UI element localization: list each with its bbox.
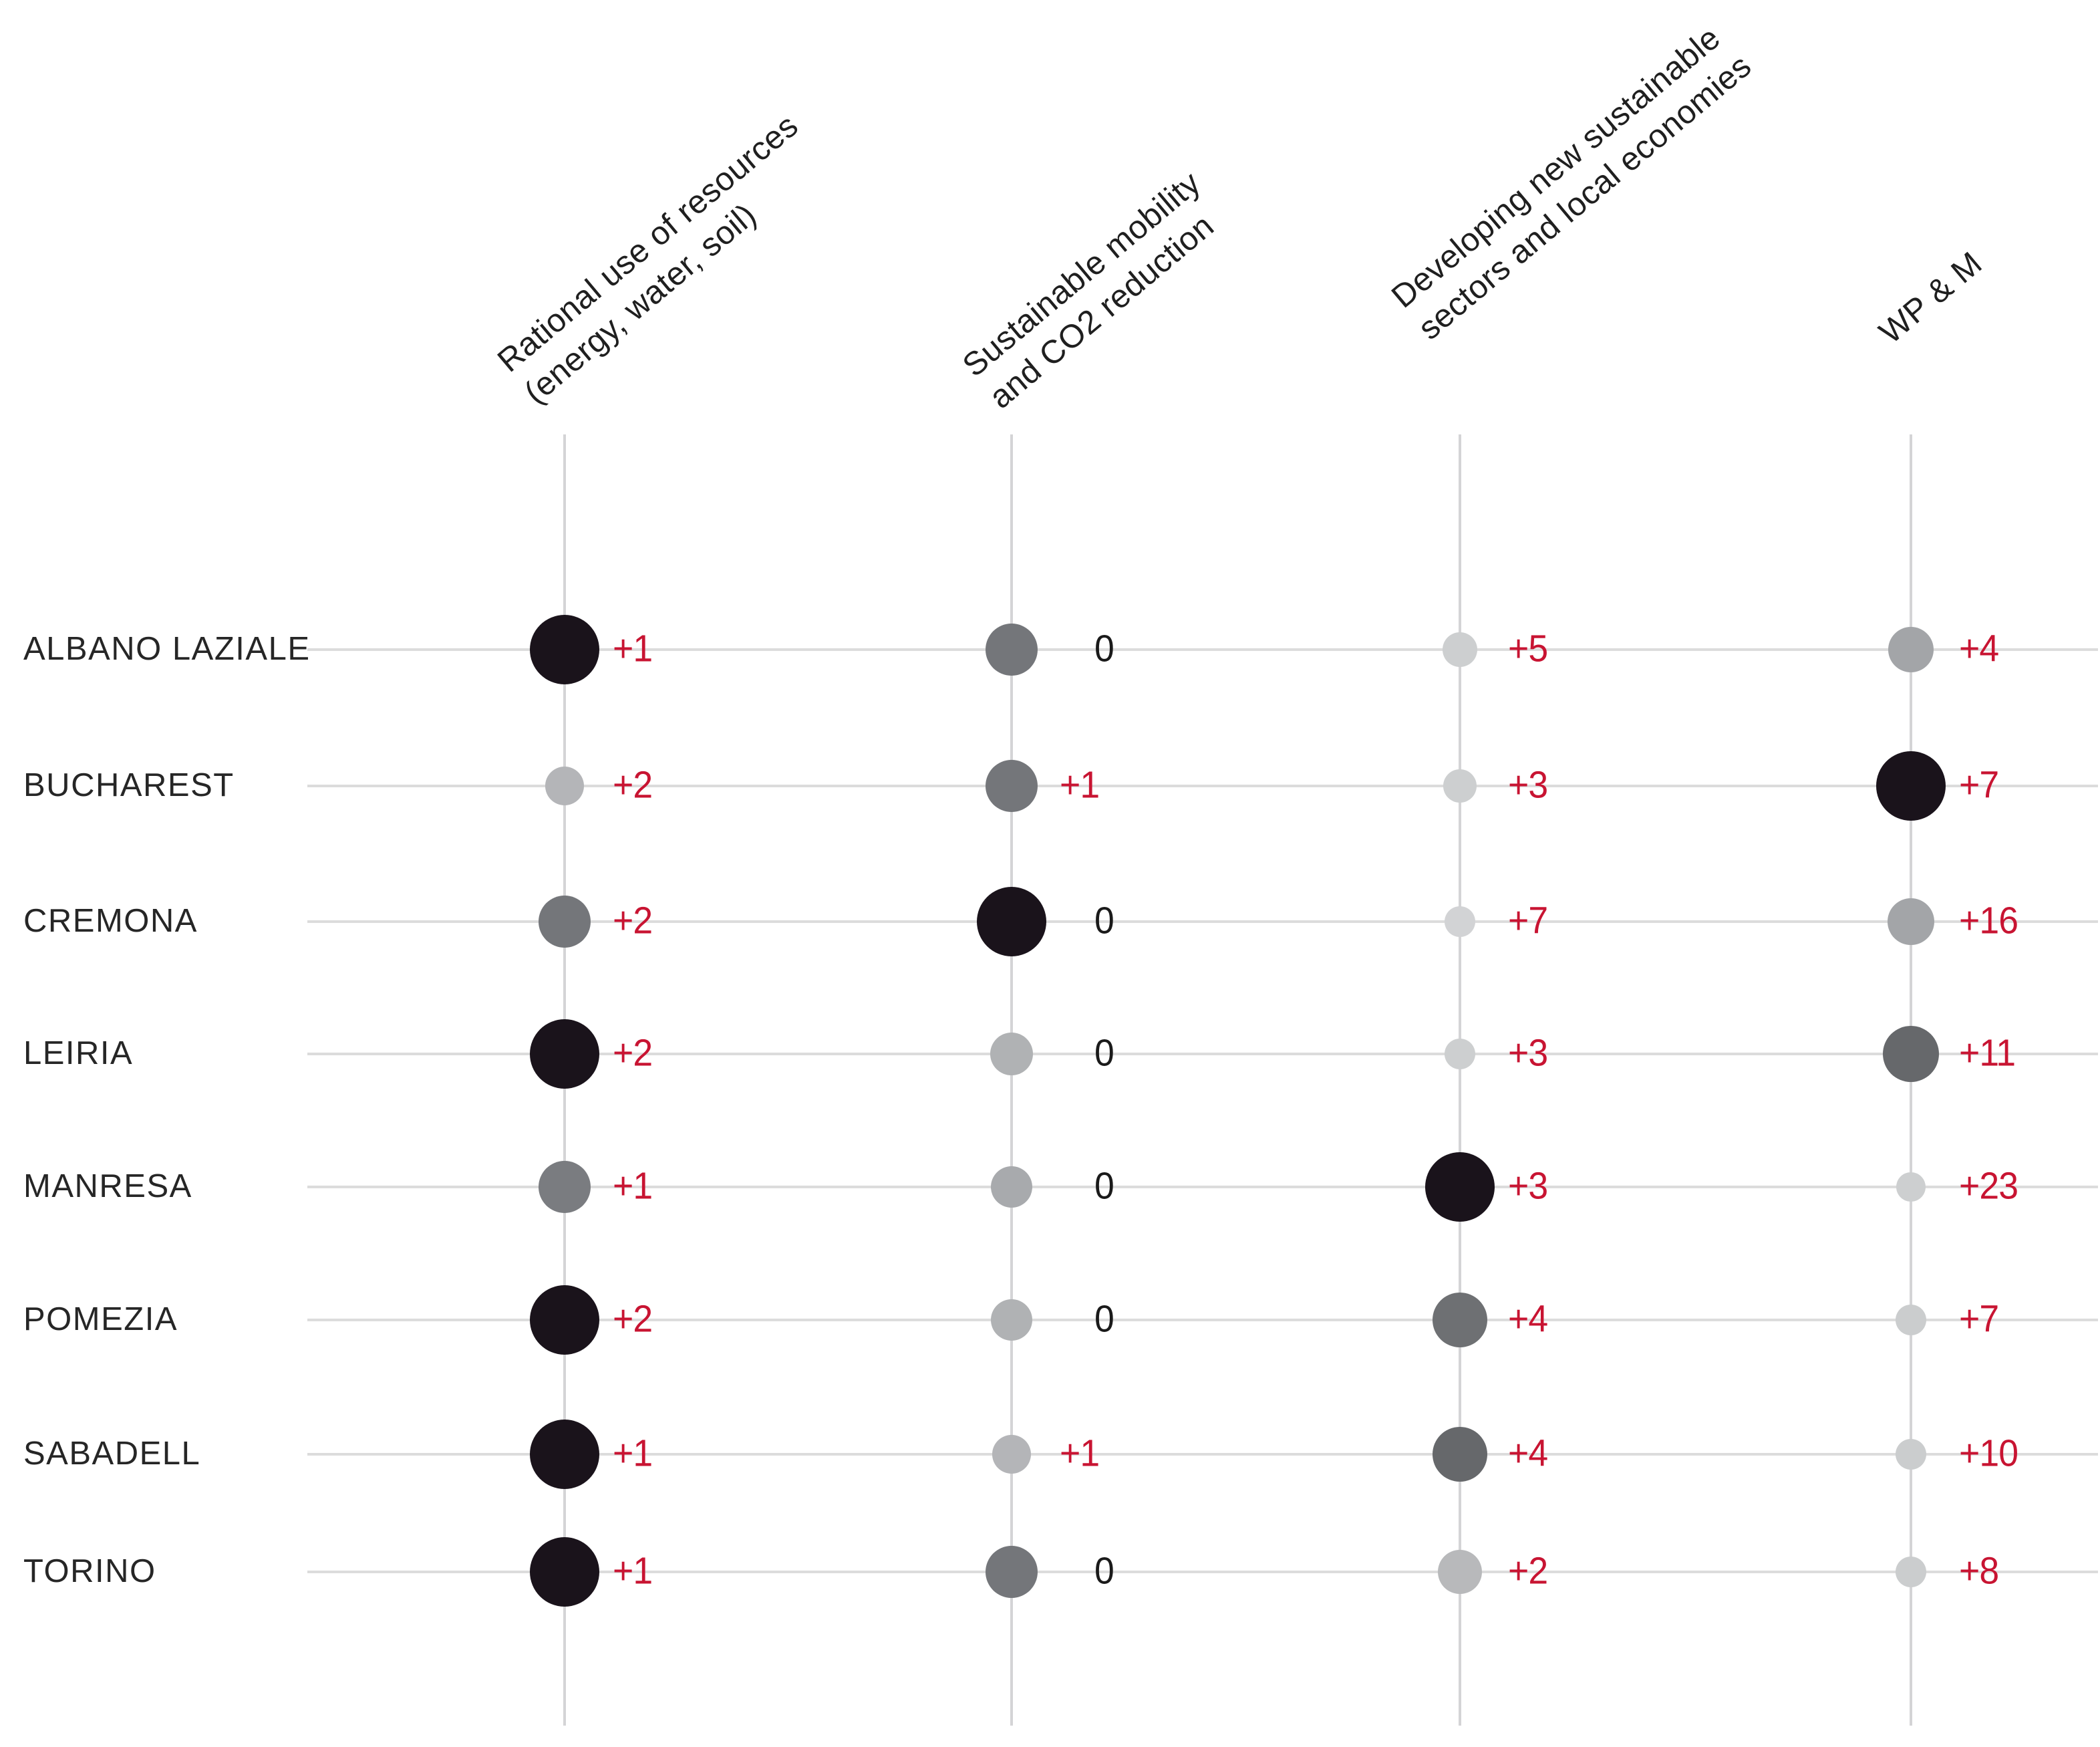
- data-dot: [530, 615, 599, 684]
- data-value-label: +4: [1508, 1297, 1548, 1341]
- row-label-city: CREMONA: [23, 902, 198, 939]
- data-value-label: 0: [1094, 1549, 1114, 1593]
- row-label-city: MANRESA: [23, 1168, 192, 1204]
- data-dot: [986, 1546, 1038, 1598]
- data-dot: [530, 1285, 599, 1355]
- data-value-label: +1: [613, 1432, 653, 1475]
- data-value-label: +1: [1060, 763, 1100, 807]
- column-gridline: [1010, 434, 1013, 1726]
- row-gridline: [307, 1186, 2098, 1188]
- data-value-label: +7: [1959, 763, 1999, 807]
- column-header-new-sustainable-sectors: Developing new sustainable sectors and lo…: [1383, 14, 1760, 349]
- data-dot: [530, 1019, 599, 1089]
- data-value-label: +1: [1060, 1432, 1100, 1475]
- data-value-label: +2: [1508, 1549, 1548, 1593]
- data-dot: [1445, 1039, 1475, 1069]
- data-value-label: +2: [613, 763, 653, 807]
- data-value-label: +2: [613, 899, 653, 942]
- data-dot: [539, 896, 591, 948]
- data-value-label: +1: [613, 1549, 653, 1593]
- data-value-label: +11: [1959, 1031, 2016, 1075]
- row-gridline: [307, 1571, 2098, 1573]
- data-dot: [1883, 1026, 1939, 1082]
- data-value-label: +7: [1508, 899, 1548, 942]
- data-value-label: +8: [1959, 1549, 1999, 1593]
- data-value-label: 0: [1094, 627, 1114, 670]
- data-dot: [991, 1299, 1032, 1341]
- data-dot: [1433, 1293, 1487, 1347]
- row-gridline: [307, 1319, 2098, 1321]
- data-dot: [1896, 1172, 1926, 1202]
- data-value-label: +7: [1959, 1297, 1999, 1341]
- column-header-line: WP & M: [1872, 245, 1989, 351]
- data-dot: [991, 1166, 1032, 1208]
- data-dot: [1433, 1427, 1487, 1482]
- data-dot: [545, 767, 584, 805]
- data-dot: [1888, 627, 1934, 672]
- data-value-label: +4: [1959, 627, 1999, 670]
- row-gridline: [307, 920, 2098, 923]
- data-value-label: +3: [1508, 1031, 1548, 1075]
- data-dot: [1445, 906, 1475, 937]
- data-value-label: +5: [1508, 627, 1548, 670]
- data-value-label: +16: [1959, 899, 2018, 942]
- row-gridline: [307, 1053, 2098, 1055]
- row-label-city: LEIRIA: [23, 1035, 134, 1071]
- data-dot: [1425, 1152, 1495, 1222]
- data-dot: [986, 760, 1038, 812]
- data-dot: [1443, 632, 1477, 667]
- data-dot: [1896, 1305, 1926, 1335]
- data-dot: [1896, 1439, 1926, 1470]
- data-dot: [530, 1420, 599, 1489]
- data-value-label: +2: [613, 1297, 653, 1341]
- data-dot: [1888, 898, 1934, 945]
- column-header-wp-and-m: WP & M: [1871, 243, 1990, 353]
- row-gridline: [307, 785, 2098, 787]
- data-dot: [539, 1161, 591, 1213]
- data-value-label: 0: [1094, 899, 1114, 942]
- data-value-label: +2: [613, 1031, 653, 1075]
- row-label-city: SABADELL: [23, 1435, 201, 1472]
- data-value-label: +4: [1508, 1432, 1548, 1475]
- column-header-line: (energy, water, soil): [517, 196, 764, 411]
- data-value-label: +1: [613, 1164, 653, 1208]
- data-dot: [530, 1537, 599, 1607]
- column-header-line: Developing new sustainable: [1384, 19, 1727, 315]
- data-value-label: +3: [1508, 763, 1548, 807]
- data-value-label: 0: [1094, 1297, 1114, 1341]
- data-dot: [986, 624, 1038, 676]
- row-label-city: ALBANO LAZIALE: [23, 630, 311, 667]
- data-value-label: +1: [613, 627, 653, 670]
- column-header-rational-use-of-resources: Rational use of resources (energy, water,…: [489, 106, 833, 413]
- column-gridline: [1459, 434, 1461, 1726]
- column-header-sustainable-mobility: Sustainable mobility and CO2 reduction: [954, 162, 1235, 418]
- column-header-line: sectors and local economies: [1411, 47, 1759, 347]
- row-label-city: TORINO: [23, 1553, 156, 1589]
- data-dot: [977, 887, 1046, 956]
- data-value-label: 0: [1094, 1031, 1114, 1075]
- data-dot: [1896, 1557, 1926, 1587]
- data-dot: [1438, 1550, 1482, 1594]
- row-gridline: [307, 648, 2098, 651]
- row-label-city: POMEZIA: [23, 1301, 178, 1337]
- row-gridline: [307, 1453, 2098, 1456]
- data-value-label: +10: [1959, 1432, 2018, 1475]
- data-value-label: +23: [1959, 1164, 2018, 1208]
- data-value-label: +3: [1508, 1164, 1548, 1208]
- data-dot: [1876, 751, 1946, 821]
- column-header-line: Rational use of resources: [490, 107, 805, 380]
- data-dot: [992, 1435, 1031, 1474]
- data-dot: [1443, 769, 1477, 803]
- row-label-city: BUCHAREST: [23, 767, 235, 803]
- data-value-label: 0: [1094, 1164, 1114, 1208]
- data-dot: [990, 1033, 1033, 1075]
